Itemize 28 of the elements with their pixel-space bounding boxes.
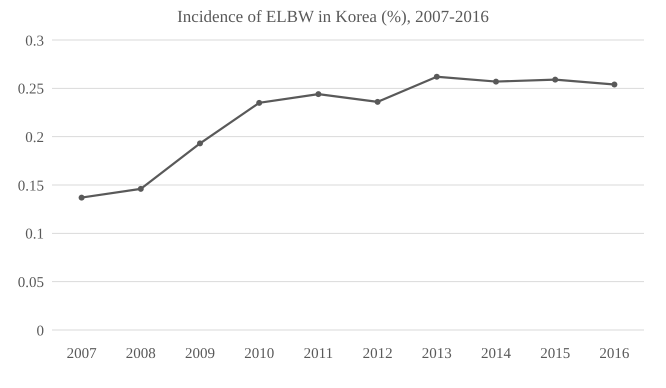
point bbox=[552, 76, 558, 83]
x-tick-label: 2016 bbox=[599, 346, 630, 362]
x-tick-label: 2013 bbox=[422, 346, 452, 362]
chart-title: Incidence of ELBW in Korea (%), 2007-2016 bbox=[177, 7, 489, 26]
point bbox=[197, 140, 203, 146]
y-tick-label: 0.2 bbox=[25, 130, 44, 146]
point bbox=[256, 100, 262, 106]
point bbox=[78, 194, 85, 201]
y-tick-label: 0.25 bbox=[18, 82, 44, 98]
point bbox=[434, 74, 440, 80]
point bbox=[315, 91, 322, 98]
point bbox=[493, 78, 499, 85]
x-tick-label: 2008 bbox=[126, 346, 156, 362]
x-tick-label: 2014 bbox=[481, 346, 512, 362]
y-tick-label: 0.1 bbox=[25, 226, 44, 243]
y-tick-label: 0.05 bbox=[18, 274, 44, 291]
x-tick-label: 2009 bbox=[185, 346, 215, 362]
x-tick-label: 2010 bbox=[244, 346, 274, 362]
x-tick-label: 2007 bbox=[66, 346, 98, 362]
y-tick-label: 0.15 bbox=[18, 178, 44, 194]
x-tick-label: 2015 bbox=[540, 346, 570, 362]
x-tick-label: 2012 bbox=[362, 346, 393, 362]
point bbox=[611, 81, 618, 88]
x-tick-label: 2011 bbox=[304, 346, 334, 362]
point bbox=[138, 186, 144, 192]
point bbox=[374, 98, 381, 105]
y-tick-label: 0.3 bbox=[25, 33, 44, 50]
y-tick-label: 0 bbox=[36, 323, 44, 340]
